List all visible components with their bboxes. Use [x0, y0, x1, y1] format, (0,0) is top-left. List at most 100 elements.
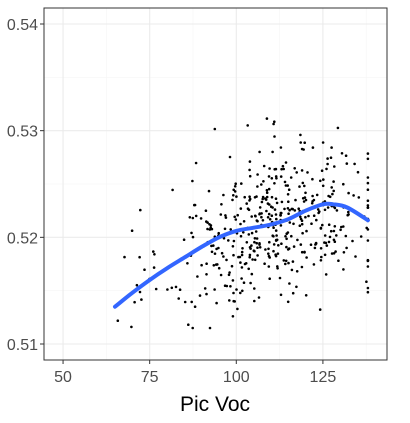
- x-tick-label: 100: [223, 369, 250, 386]
- data-point: [230, 264, 234, 268]
- data-point: [267, 175, 271, 178]
- data-point: [332, 229, 336, 233]
- data-point: [279, 224, 283, 227]
- data-point: [205, 292, 208, 296]
- data-point: [265, 191, 269, 194]
- data-point: [253, 237, 257, 240]
- data-point: [246, 124, 249, 127]
- data-point: [316, 208, 320, 211]
- data-point: [244, 262, 248, 265]
- data-point: [357, 196, 361, 199]
- data-point: [245, 202, 248, 205]
- data-point: [229, 285, 232, 288]
- data-point: [366, 157, 370, 161]
- data-point: [268, 218, 272, 221]
- data-point: [233, 185, 237, 188]
- data-point: [188, 216, 192, 219]
- data-point: [300, 265, 304, 269]
- data-point: [356, 170, 360, 174]
- data-point: [320, 169, 324, 172]
- data-point: [140, 298, 143, 301]
- data-point: [267, 212, 271, 216]
- data-point: [301, 181, 305, 185]
- data-point: [204, 209, 208, 212]
- data-point: [220, 203, 223, 206]
- data-point: [178, 288, 182, 292]
- data-point: [166, 288, 169, 291]
- data-point: [284, 161, 288, 164]
- data-point: [336, 126, 340, 130]
- data-point: [224, 216, 228, 219]
- data-point: [222, 255, 225, 258]
- data-point: [335, 209, 339, 212]
- data-point: [236, 213, 239, 217]
- data-point: [116, 319, 120, 323]
- data-point: [366, 286, 370, 290]
- data-point: [240, 250, 244, 254]
- data-point: [320, 255, 323, 259]
- data-point: [208, 326, 212, 330]
- data-point: [305, 256, 308, 259]
- data-point: [319, 227, 323, 230]
- data-point: [340, 225, 343, 229]
- data-point: [326, 157, 329, 160]
- data-point: [247, 208, 251, 212]
- data-point: [231, 279, 235, 282]
- data-point: [280, 200, 284, 204]
- data-point: [323, 234, 327, 237]
- data-point: [292, 222, 295, 226]
- data-point: [293, 209, 297, 212]
- data-point: [191, 235, 195, 239]
- data-point: [366, 176, 370, 179]
- data-point: [228, 271, 231, 274]
- data-point: [228, 155, 232, 159]
- data-point: [227, 239, 230, 242]
- data-point: [284, 259, 288, 263]
- data-point: [270, 214, 274, 217]
- data-point: [335, 234, 338, 237]
- data-point: [138, 290, 142, 294]
- data-point: [295, 270, 299, 273]
- data-point: [318, 210, 321, 213]
- data-point: [258, 246, 262, 249]
- data-point: [342, 182, 345, 186]
- data-point: [236, 307, 239, 311]
- data-point: [290, 234, 293, 238]
- data-point: [267, 254, 271, 258]
- x-axis-title: Pic Voc: [180, 393, 250, 416]
- data-point: [227, 273, 231, 277]
- data-point: [265, 188, 269, 192]
- data-point: [258, 212, 262, 215]
- data-point: [282, 259, 286, 262]
- data-point: [213, 288, 216, 291]
- data-point: [206, 227, 209, 231]
- data-point: [290, 268, 294, 272]
- data-point: [286, 193, 290, 196]
- data-point: [303, 250, 306, 254]
- data-point: [344, 234, 348, 238]
- data-point: [332, 189, 336, 193]
- data-point: [331, 192, 334, 196]
- data-point: [233, 215, 236, 219]
- data-point: [289, 176, 293, 179]
- data-point: [279, 146, 283, 149]
- data-point: [330, 186, 334, 189]
- data-point: [154, 287, 158, 291]
- data-point: [347, 191, 350, 195]
- data-point: [299, 133, 302, 137]
- data-point: [274, 229, 278, 232]
- data-point: [276, 252, 280, 255]
- data-point: [212, 244, 215, 247]
- data-point: [214, 263, 218, 266]
- data-point: [171, 188, 174, 192]
- data-point: [258, 206, 262, 209]
- data-point: [248, 160, 252, 163]
- data-point: [292, 245, 296, 248]
- data-point: [323, 253, 327, 257]
- data-point: [280, 167, 283, 171]
- data-point: [238, 255, 242, 259]
- data-point: [365, 280, 368, 284]
- data-point: [321, 141, 325, 144]
- data-point: [274, 254, 278, 258]
- y-tick-label: 0.51: [7, 337, 38, 354]
